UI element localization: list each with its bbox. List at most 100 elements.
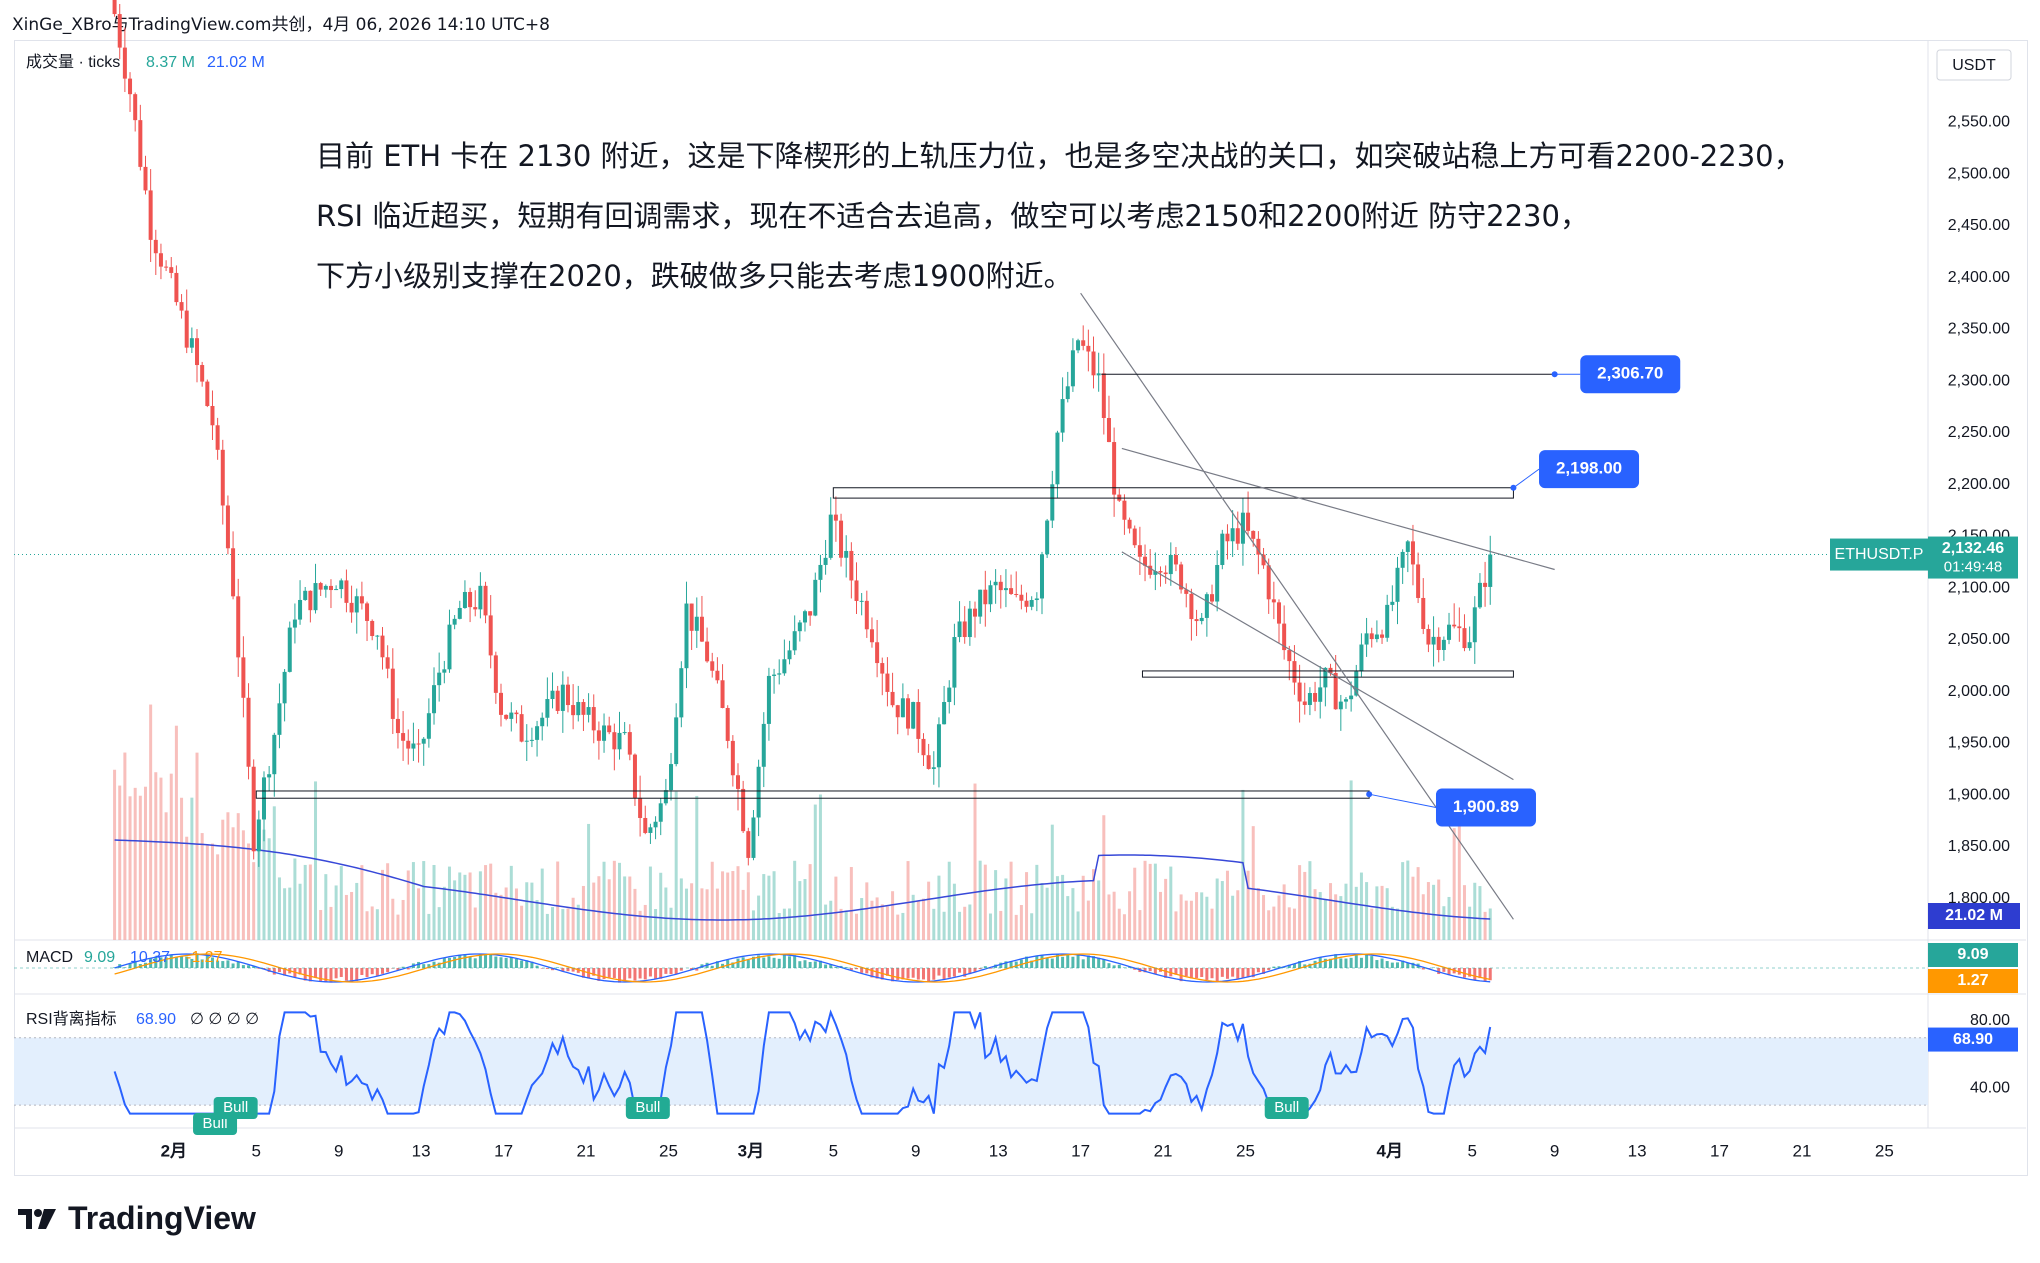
volume-bar (1246, 870, 1250, 940)
candle-body (844, 550, 849, 558)
candle-body (1488, 554, 1493, 587)
volume-bar (1354, 886, 1358, 940)
macd-tag (1928, 943, 2018, 967)
candle-body (1168, 554, 1173, 575)
macd-bar (551, 968, 555, 971)
macd-bar (375, 968, 379, 976)
price-level-label: 2,306.70 (1597, 364, 1663, 383)
candle-body (292, 619, 297, 628)
candle-body (323, 585, 328, 590)
macd-bar (1076, 955, 1080, 968)
macd-bar (798, 961, 802, 968)
volume-bar (927, 881, 931, 940)
macd-bar (267, 968, 271, 972)
price-axis-tick: 1,800.00 (1948, 890, 2010, 907)
candle-body (1189, 593, 1194, 620)
candle-body (607, 725, 612, 733)
candle-body (890, 691, 895, 706)
macd-bar (1447, 968, 1451, 976)
macd-bar (958, 968, 962, 973)
candle-body (1081, 340, 1086, 346)
candle-body (1215, 564, 1220, 602)
volume-bar (1128, 891, 1132, 940)
volume-bar (659, 872, 663, 940)
candle-body (823, 557, 828, 565)
candle-body (1374, 634, 1379, 640)
candle-body (1230, 528, 1235, 542)
candle-body (1019, 594, 1024, 601)
volume-bar (417, 888, 421, 940)
volume-bar (942, 911, 946, 940)
volume-bar (1004, 878, 1008, 940)
macd-bar (221, 961, 225, 968)
volume-bar (308, 864, 312, 940)
volume-bar (530, 882, 534, 940)
volume-bar (736, 866, 740, 940)
candle-body (1385, 604, 1390, 638)
candle-body (416, 743, 421, 745)
candle-body (859, 600, 864, 602)
candle-body (1483, 582, 1488, 587)
candle-body (627, 732, 632, 755)
macd-bar (793, 955, 797, 968)
volume-bar (1303, 871, 1307, 940)
volume-bar (396, 914, 400, 940)
candle-body (1204, 594, 1209, 618)
candle-body (1132, 528, 1137, 546)
candle-body (854, 580, 859, 601)
volume-bar (618, 862, 622, 940)
volume-bar (1292, 908, 1296, 940)
level-anchor-dot (1366, 791, 1373, 798)
candle-body (483, 585, 488, 616)
macd-bar (659, 968, 663, 979)
volume-bar (1236, 890, 1240, 940)
candle-body (411, 743, 416, 749)
volume-bar (298, 883, 302, 940)
volume-bar (1272, 906, 1276, 940)
volume-bar (1231, 895, 1235, 940)
macd-bar (272, 968, 276, 975)
macd-legend-value: 10.37 (130, 949, 170, 966)
candle-body (766, 675, 771, 724)
volume-bar (1462, 885, 1466, 940)
candle-body (1148, 565, 1153, 575)
candle-body (777, 673, 782, 675)
macd-bar (1344, 958, 1348, 968)
volume-bar (514, 888, 518, 940)
candle-body (1091, 351, 1096, 376)
candle-body (751, 817, 756, 858)
volume-bar (793, 860, 797, 940)
volume-bar (906, 861, 910, 940)
candle-body (122, 47, 127, 79)
volume-bar (1019, 905, 1023, 940)
symbol-tag-label: ETHUSDT.P (1835, 546, 1924, 563)
volume-bar (185, 836, 189, 940)
candle-body (591, 707, 596, 731)
macd-bar (329, 968, 333, 983)
candle-body (761, 723, 766, 767)
volume-bar (1473, 882, 1477, 940)
volume-bar (1195, 892, 1199, 940)
volume-bar (829, 900, 833, 940)
currency-label: USDT (1952, 57, 1996, 74)
chart-frame (14, 40, 2028, 1176)
candle-body (967, 608, 972, 638)
candle-body (756, 766, 761, 818)
candle-body (555, 690, 560, 711)
macd-bar (824, 964, 828, 968)
volume-bar (705, 889, 709, 940)
candle-body (1276, 602, 1281, 624)
price-level-label: 2,198.00 (1556, 459, 1622, 478)
macd-bar (1246, 968, 1250, 977)
price-level-pill (1539, 450, 1640, 489)
price-axis-tick: 2,100.00 (1948, 579, 2010, 596)
candle-body (565, 684, 570, 706)
candle-body (215, 425, 220, 450)
macd-bar (669, 968, 673, 975)
tradingview-logo[interactable]: TradingView (16, 1200, 256, 1237)
trendline (1121, 551, 1514, 781)
macd-legend-value: -1.27 (186, 949, 223, 966)
candle-body (638, 797, 643, 818)
candle-body (298, 599, 303, 620)
